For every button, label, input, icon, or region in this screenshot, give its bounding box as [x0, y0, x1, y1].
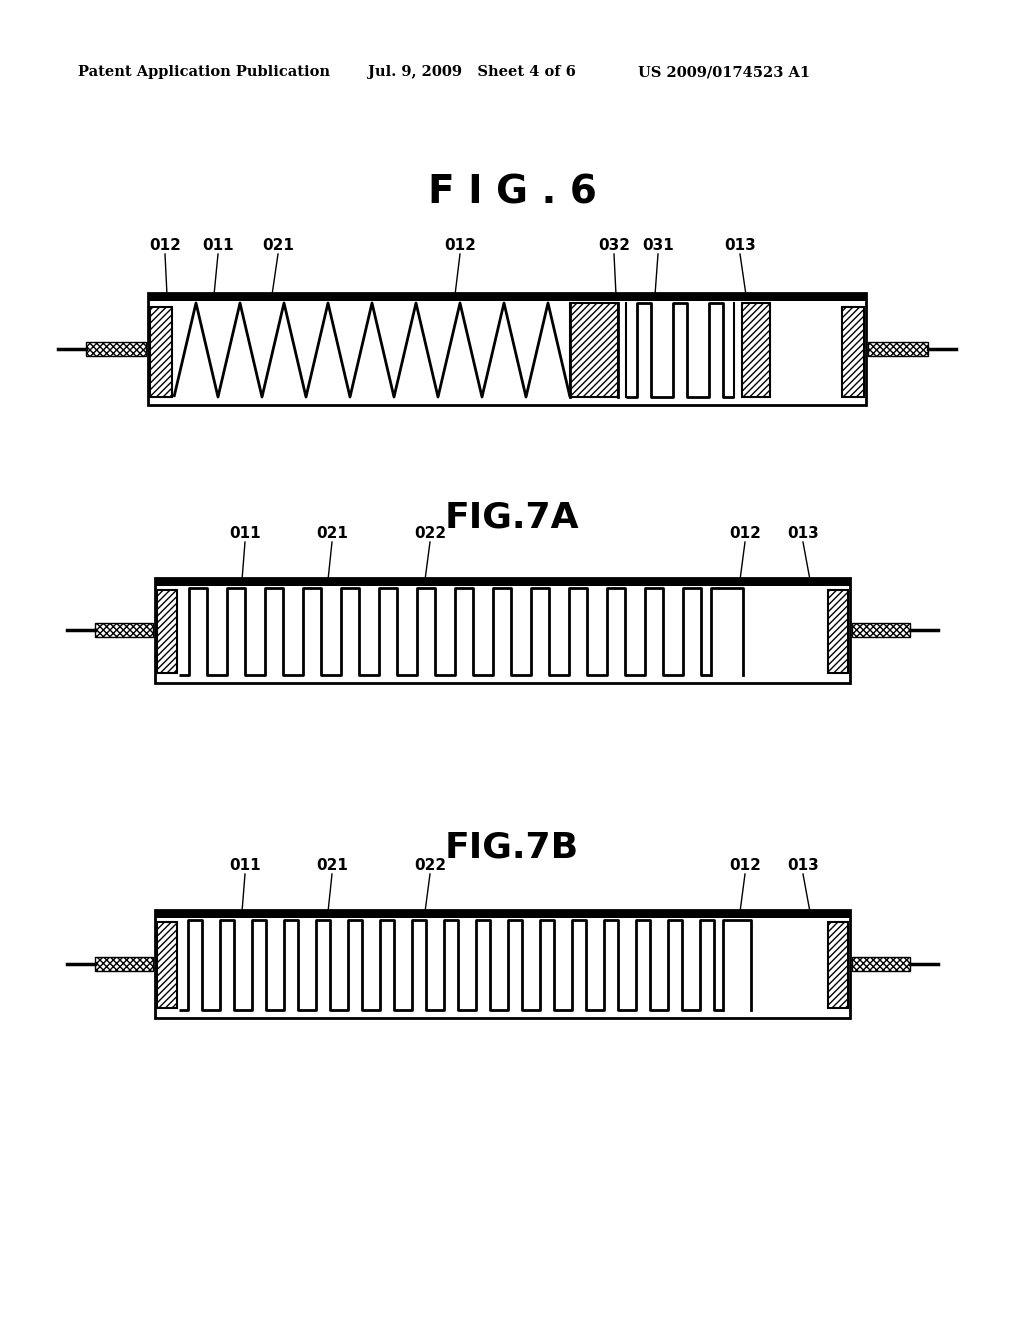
- Text: 022: 022: [414, 525, 446, 540]
- Bar: [155, 578, 850, 586]
- Bar: [570, 304, 618, 397]
- Bar: [95, 623, 153, 638]
- Bar: [155, 909, 850, 1018]
- Text: 032: 032: [598, 238, 630, 252]
- Bar: [828, 921, 848, 1008]
- Bar: [157, 921, 177, 1008]
- Text: 011: 011: [229, 525, 261, 540]
- Text: 013: 013: [787, 525, 819, 540]
- Text: 012: 012: [444, 238, 476, 252]
- Bar: [868, 342, 928, 356]
- Text: 012: 012: [150, 238, 181, 252]
- Bar: [148, 293, 866, 405]
- Bar: [155, 909, 850, 917]
- Bar: [626, 304, 734, 397]
- Text: 022: 022: [414, 858, 446, 873]
- Bar: [155, 578, 850, 682]
- Text: 013: 013: [787, 858, 819, 873]
- Bar: [852, 957, 910, 972]
- Text: 021: 021: [316, 525, 348, 540]
- Bar: [842, 308, 864, 397]
- Bar: [157, 590, 177, 673]
- Bar: [148, 293, 866, 301]
- Text: FIG.7A: FIG.7A: [444, 502, 580, 535]
- Text: 031: 031: [642, 238, 674, 252]
- Bar: [86, 342, 146, 356]
- Text: 011: 011: [229, 858, 261, 873]
- Text: US 2009/0174523 A1: US 2009/0174523 A1: [638, 65, 810, 79]
- Bar: [150, 308, 172, 397]
- Bar: [95, 957, 153, 972]
- Text: 012: 012: [729, 858, 761, 873]
- Text: 012: 012: [729, 525, 761, 540]
- Bar: [828, 590, 848, 673]
- Text: Jul. 9, 2009   Sheet 4 of 6: Jul. 9, 2009 Sheet 4 of 6: [368, 65, 575, 79]
- Text: F I G . 6: F I G . 6: [428, 174, 596, 213]
- Text: FIG.7B: FIG.7B: [445, 832, 579, 865]
- Text: Patent Application Publication: Patent Application Publication: [78, 65, 330, 79]
- Bar: [852, 623, 910, 638]
- Text: 021: 021: [316, 858, 348, 873]
- Text: 021: 021: [262, 238, 294, 252]
- Text: 013: 013: [724, 238, 756, 252]
- Text: 011: 011: [202, 238, 233, 252]
- Bar: [742, 304, 770, 397]
